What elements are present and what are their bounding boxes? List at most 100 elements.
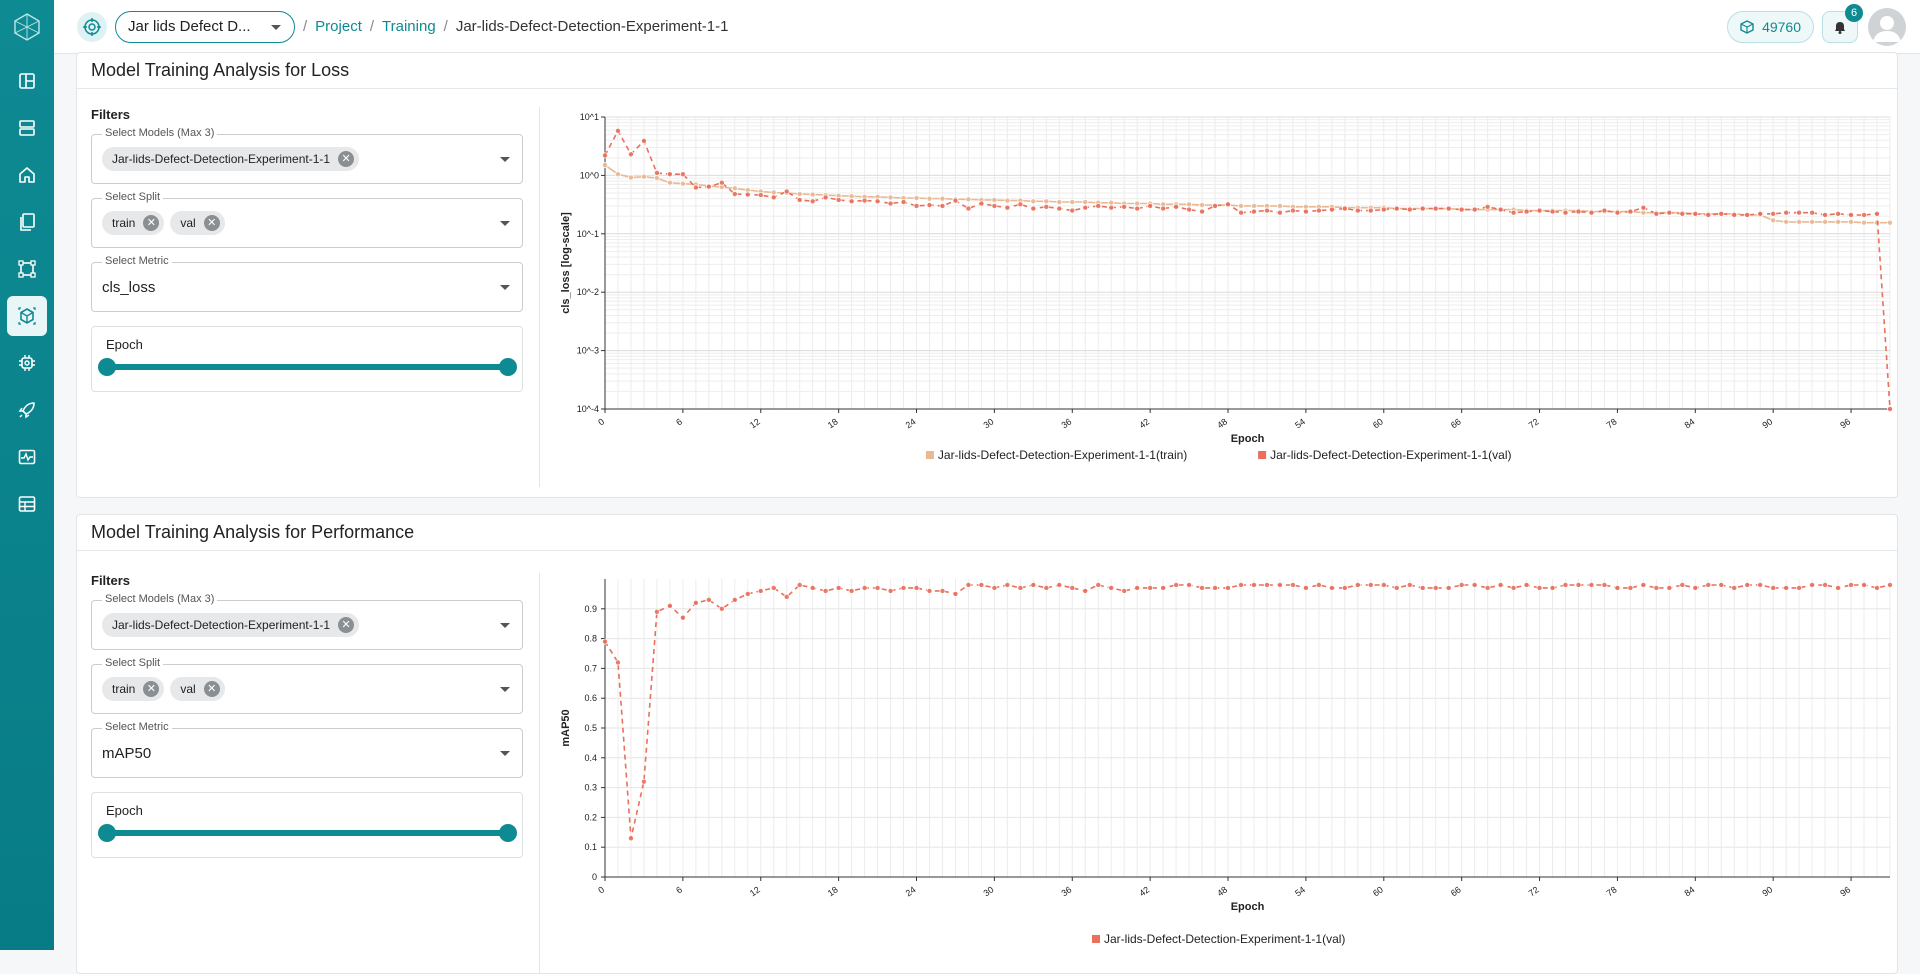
remove-chip-icon[interactable]: ✕ — [338, 151, 355, 167]
home-icon — [19, 167, 35, 183]
x-tick-label: 66 — [1449, 416, 1463, 430]
data-point — [1601, 581, 1608, 588]
notification-count: 6 — [1845, 4, 1863, 22]
y-axis-label: mAP50 — [560, 709, 572, 746]
epoch-slider-end-handle[interactable] — [499, 358, 517, 376]
chevron-down-icon[interactable] — [500, 623, 510, 628]
select-split[interactable]: Select Split train ✕ val ✕ — [91, 657, 523, 714]
chevron-down-icon[interactable] — [500, 221, 510, 226]
x-tick-label: 90 — [1760, 884, 1774, 898]
data-point — [1108, 584, 1115, 591]
data-point — [640, 778, 647, 785]
y-tick-label: 0.5 — [584, 723, 597, 733]
data-point — [913, 584, 920, 591]
epoch-slider-track[interactable] — [106, 830, 508, 836]
select-metric[interactable]: Select Metric mAP50 — [91, 721, 523, 778]
sidebar-item-deploy[interactable] — [7, 390, 47, 430]
sidebar-item-annotate[interactable] — [7, 249, 47, 289]
avatar[interactable] — [1868, 8, 1906, 46]
epoch-slider-end-handle[interactable] — [499, 824, 517, 842]
sidebar-item-home[interactable] — [7, 155, 47, 195]
breadcrumb-training[interactable]: Training — [382, 18, 436, 35]
x-tick-label: 60 — [1371, 884, 1385, 898]
epoch-slider-track[interactable] — [106, 364, 508, 370]
y-tick-label: 10^-1 — [577, 229, 599, 239]
data-point — [1809, 581, 1816, 588]
data-point — [1796, 209, 1803, 216]
data-point — [1186, 206, 1193, 213]
data-point — [1809, 209, 1816, 216]
y-tick-label: 0.9 — [584, 604, 597, 614]
data-point — [614, 127, 621, 134]
chevron-down-icon[interactable] — [500, 687, 510, 692]
sidebar-item-reports[interactable] — [7, 484, 47, 524]
model-chip-label: Jar-lids-Defect-Detection-Experiment-1-1 — [112, 152, 331, 166]
reports-icon — [18, 496, 36, 512]
data-point — [900, 584, 907, 591]
data-point — [809, 584, 816, 591]
data-point — [1770, 584, 1777, 591]
data-point — [1030, 205, 1037, 212]
data-point — [939, 587, 946, 594]
data-point — [887, 200, 894, 207]
chevron-down-icon[interactable] — [500, 157, 510, 162]
remove-chip-icon[interactable]: ✕ — [338, 617, 355, 633]
select-models[interactable]: Select Models (Max 3) Jar-lids-Defect-De… — [91, 593, 523, 650]
data-point — [1718, 210, 1725, 217]
sidebar-item-settings[interactable] — [7, 343, 47, 383]
data-point — [1134, 584, 1141, 591]
remove-chip-icon[interactable]: ✕ — [203, 681, 220, 697]
sidebar-item-dashboard[interactable] — [7, 61, 47, 101]
chevron-down-icon[interactable] — [500, 285, 510, 290]
data-point — [1744, 211, 1751, 218]
chevron-down-icon[interactable] — [500, 751, 510, 756]
dashboard-icon — [19, 73, 35, 89]
data-point — [1328, 584, 1335, 591]
app-logo-icon[interactable] — [0, 0, 54, 54]
notifications-button[interactable]: 6 — [1822, 4, 1863, 43]
data-point — [783, 188, 790, 195]
user-icon — [1873, 16, 1901, 42]
sidebar-item-documents[interactable] — [7, 202, 47, 242]
remove-chip-icon[interactable]: ✕ — [143, 215, 160, 231]
sidebar-item-datasets[interactable] — [7, 108, 47, 148]
sidebar — [0, 0, 54, 950]
credits-badge[interactable]: 49760 — [1727, 11, 1814, 43]
epoch-slider-box: Epoch — [91, 326, 523, 392]
data-point — [1848, 218, 1855, 225]
select-models[interactable]: Select Models (Max 3) Jar-lids-Defect-De… — [91, 127, 523, 184]
data-point — [1108, 204, 1115, 211]
project-select[interactable]: Jar lids Defect D... — [115, 10, 295, 43]
data-point — [809, 198, 816, 205]
sidebar-item-monitor[interactable] — [7, 437, 47, 477]
data-point — [1510, 584, 1517, 591]
sidebar-item-models[interactable] — [7, 296, 47, 336]
data-point — [1861, 211, 1868, 218]
series-line — [604, 129, 1891, 410]
x-tick-label: 18 — [826, 416, 840, 430]
data-point — [1173, 581, 1180, 588]
x-tick-label: 24 — [904, 416, 918, 430]
data-point — [1679, 210, 1686, 217]
loss-analysis-card: Model Training Analysis for Loss Filters… — [76, 52, 1898, 498]
select-metric[interactable]: Select Metric cls_loss — [91, 255, 523, 312]
data-point — [679, 180, 686, 187]
remove-chip-icon[interactable]: ✕ — [143, 681, 160, 697]
breadcrumb-project[interactable]: Project — [315, 18, 362, 35]
data-point — [978, 581, 985, 588]
data-point — [627, 151, 634, 158]
x-tick-label: 36 — [1059, 416, 1073, 430]
select-split[interactable]: Select Split train ✕ val ✕ — [91, 191, 523, 248]
epoch-slider-start-handle[interactable] — [98, 824, 116, 842]
data-point — [809, 191, 816, 198]
data-point — [991, 196, 998, 203]
data-point — [731, 191, 738, 198]
project-logo-icon[interactable] — [77, 11, 107, 42]
remove-chip-icon[interactable]: ✕ — [203, 215, 220, 231]
data-point — [1887, 581, 1894, 588]
x-tick-label: 12 — [748, 416, 762, 430]
data-point — [1562, 209, 1569, 216]
epoch-slider-start-handle[interactable] — [98, 358, 116, 376]
data-point — [770, 584, 777, 591]
y-tick-label: 0.7 — [584, 663, 597, 673]
